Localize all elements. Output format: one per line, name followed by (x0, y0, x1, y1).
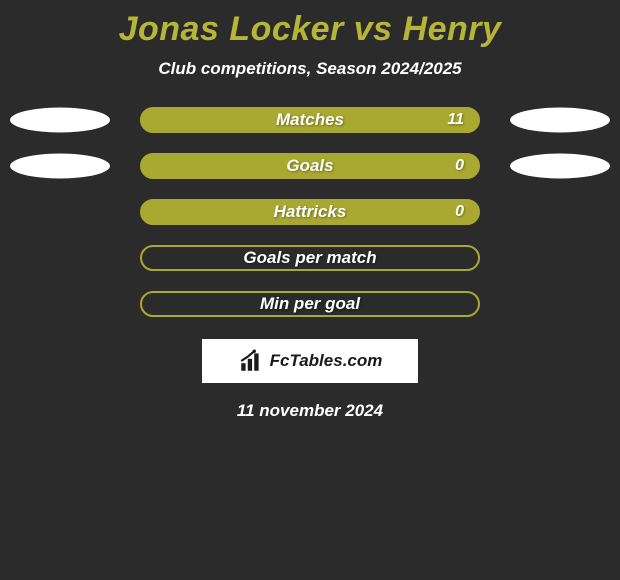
stats-container: Matches 11 Goals 0 Hattricks 0 Goals per match… (0, 107, 620, 317)
stat-row: Matches 11 (0, 107, 620, 133)
stat-right-ellipse (510, 154, 610, 179)
stat-bar: Goals 0 (140, 153, 480, 179)
page-title: Jonas Locker vs Henry (0, 0, 620, 49)
stat-left-ellipse (10, 154, 110, 179)
stat-right-ellipse (510, 108, 610, 133)
stat-value: 11 (447, 111, 464, 129)
stat-bar: Goals per match (140, 245, 480, 271)
stat-label: Min per goal (260, 294, 360, 314)
stat-value: 0 (455, 157, 464, 175)
stat-value: 0 (455, 203, 464, 221)
stat-row: Goals 0 (0, 153, 620, 179)
brand-label: FcTables.com (270, 351, 383, 371)
brand-chart-icon (238, 348, 264, 374)
stat-label: Hattricks (274, 202, 347, 222)
stat-label: Goals (286, 156, 333, 176)
stat-bar: Min per goal (140, 291, 480, 317)
brand-box[interactable]: FcTables.com (202, 339, 418, 383)
page-root: Jonas Locker vs Henry Club competitions,… (0, 0, 620, 580)
stat-row: Hattricks 0 (0, 199, 620, 225)
stat-row: Goals per match (0, 245, 620, 271)
stat-row: Min per goal (0, 291, 620, 317)
subtitle: Club competitions, Season 2024/2025 (0, 59, 620, 79)
date-label: 11 november 2024 (0, 401, 620, 421)
stat-label: Goals per match (243, 248, 376, 268)
stat-bar: Hattricks 0 (140, 199, 480, 225)
stat-left-ellipse (10, 108, 110, 133)
stat-bar: Matches 11 (140, 107, 480, 133)
stat-label: Matches (276, 110, 344, 130)
